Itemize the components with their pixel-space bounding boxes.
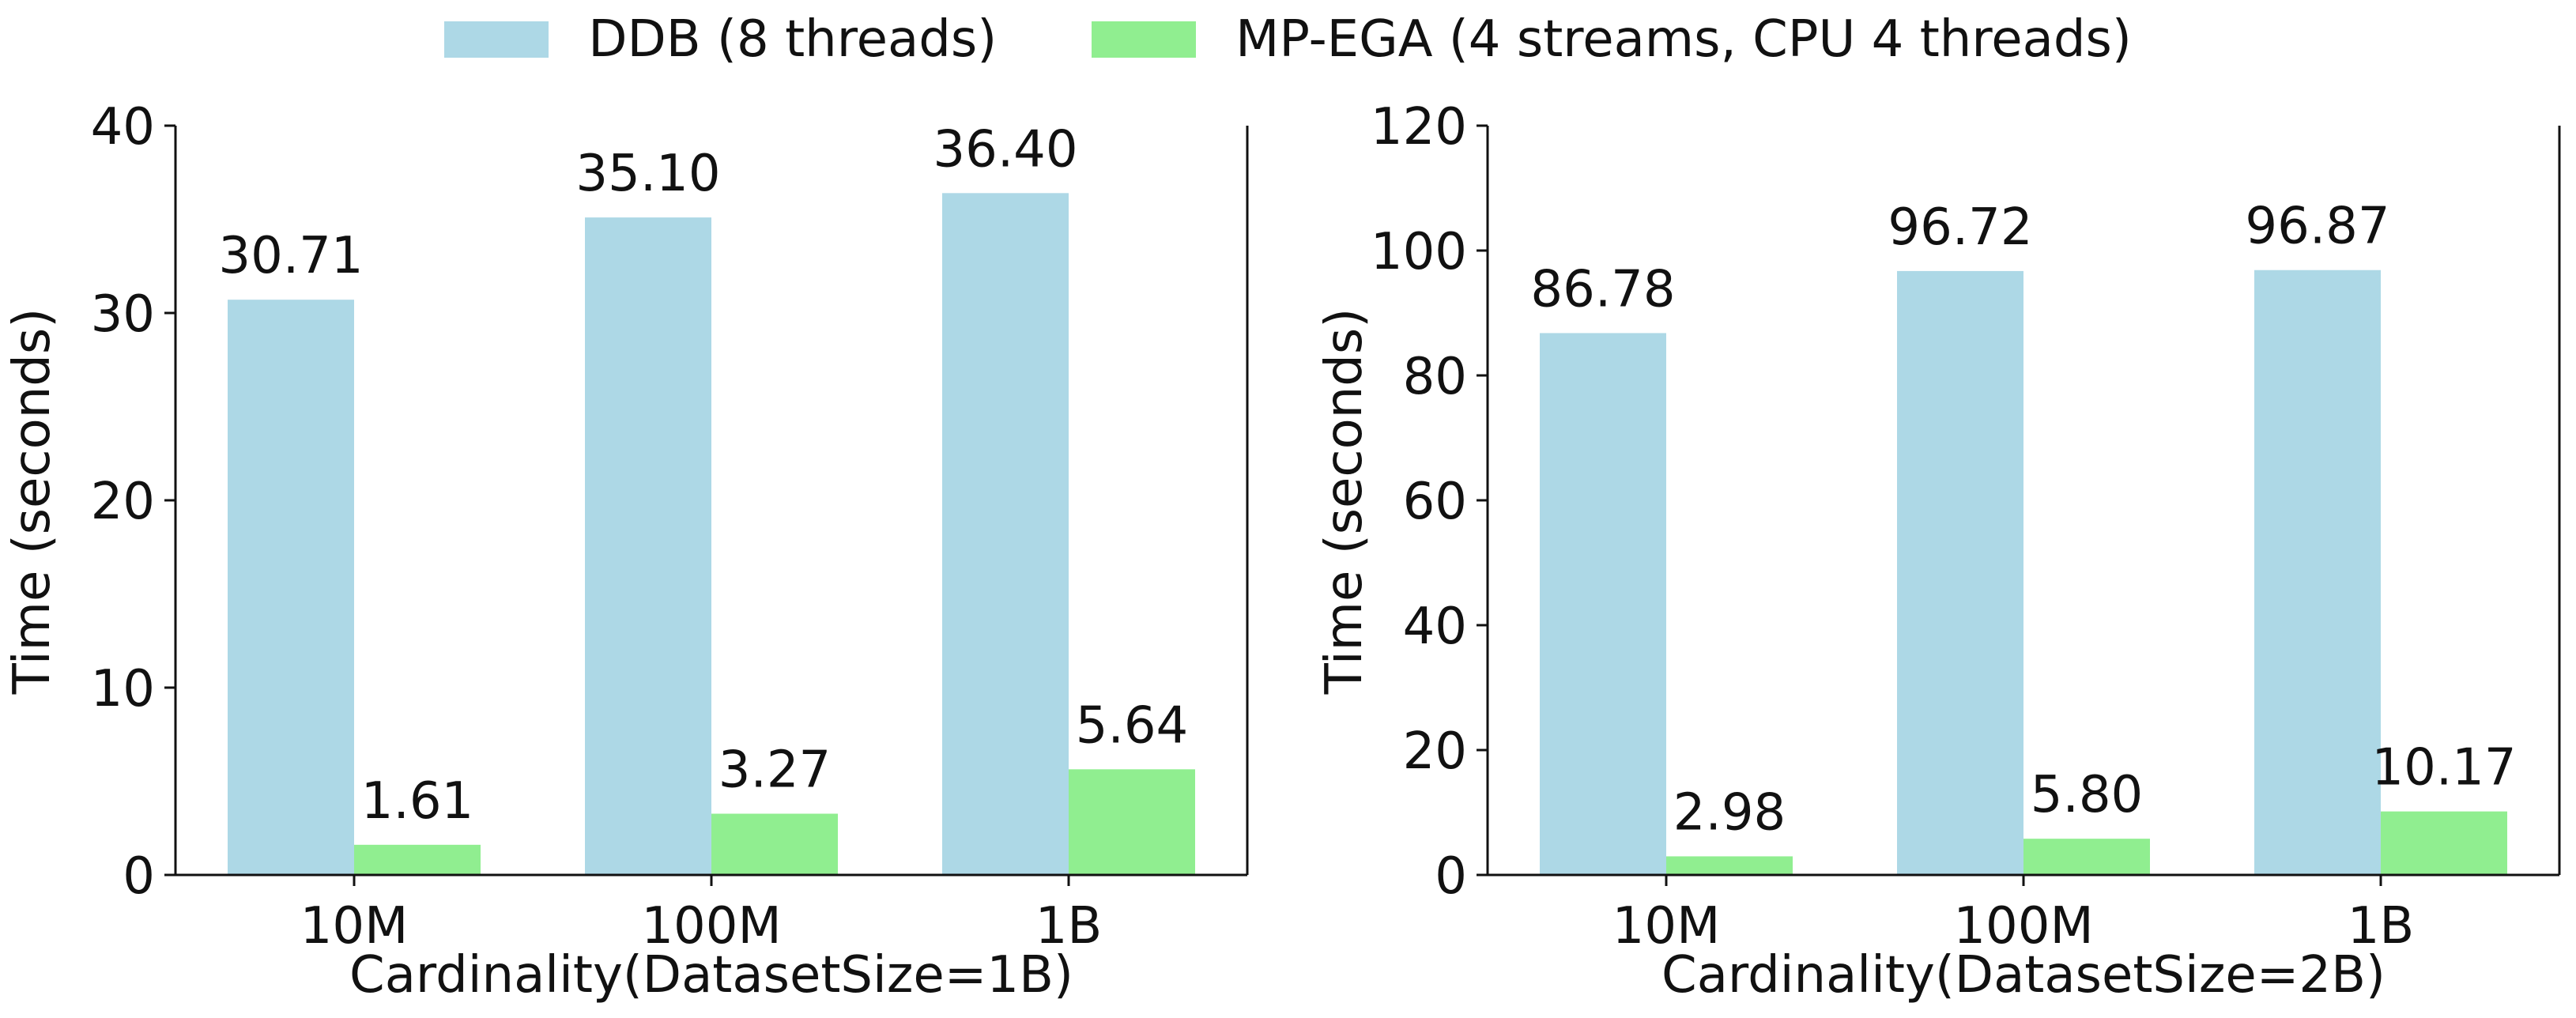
legend-entry-mp-ega: MP-EGA (4 streams, CPU 4 threads) [1092,10,2132,69]
y-tick-label-right-0: 0 [1435,847,1467,906]
bar-right-s0-1B [2254,270,2381,875]
data-label-left-s1-10M: 1.61 [361,772,474,831]
bar-left-s1-1B [1069,769,1195,875]
bar-left-s0-10M [228,300,354,876]
data-label-left-s1-1B: 5.64 [1076,696,1189,755]
bar-right-s1-100M [2023,839,2150,875]
legend: DDB (8 threads) MP-EGA (4 streams, CPU 4… [0,0,2576,79]
bar-right-s1-10M [1666,856,1793,875]
data-label-right-s1-100M: 5.80 [2031,766,2144,824]
bar-left-s1-10M [354,844,481,875]
y-tick-label-left-40: 40 [91,98,155,156]
chart-left: Time (seconds) Cardinality(DatasetSize=1… [3,98,1249,1005]
y-tick-label-right-100: 100 [1371,223,1467,281]
legend-label-mp-ega: MP-EGA (4 streams, CPU 4 threads) [1235,10,2132,69]
bar-right-s0-10M [1540,333,1666,875]
bar-left-s1-100M [711,813,838,875]
y-tick-label-right-40: 40 [1403,598,1467,656]
bar-right-s1-1B [2381,811,2507,875]
x-tick-label-left-1B: 1B [1035,897,1103,956]
chart-right-xlabel: Cardinality(DatasetSize=2B) [1661,946,2386,1005]
chart-right-ylabel: Time (seconds) [1315,308,1374,696]
data-label-right-s0-100M: 96.72 [1888,198,2032,257]
y-tick-label-right-120: 120 [1371,98,1467,156]
data-label-right-s1-1B: 10.17 [2371,739,2516,797]
chart-right: Time (seconds) Cardinality(DatasetSize=2… [1315,98,2561,1005]
chart-left-ylabel: Time (seconds) [3,308,62,696]
x-tick-label-right-1B: 1B [2348,897,2415,956]
y-tick-label-right-20: 20 [1403,722,1467,781]
data-label-left-s0-100M: 35.10 [575,145,720,203]
data-label-left-s1-100M: 3.27 [718,741,832,800]
legend-swatch-mp-ega [1092,21,1197,58]
data-label-left-s0-10M: 30.71 [218,227,363,285]
y-tick-label-right-80: 80 [1403,348,1467,406]
data-label-right-s0-1B: 96.87 [2245,198,2389,256]
bar-right-s0-100M [1897,270,2023,875]
y-tick-label-left-10: 10 [91,660,155,718]
y-tick-label-right-60: 60 [1403,473,1467,531]
y-tick-label-left-0: 0 [123,847,155,906]
data-label-right-s0-10M: 86.78 [1530,260,1675,319]
x-tick-label-right-10M: 10M [1612,897,1721,956]
legend-entry-ddb: DDB (8 threads) [444,10,997,69]
data-label-left-s0-1B: 36.40 [933,120,1077,179]
legend-label-ddb: DDB (8 threads) [588,10,998,69]
x-tick-label-right-100M: 100M [1953,897,2093,956]
bar-left-s0-100M [585,217,711,875]
data-label-right-s1-10M: 2.98 [1673,783,1786,842]
x-tick-label-left-10M: 10M [300,897,409,956]
chart-left-xlabel: Cardinality(DatasetSize=1B) [349,946,1073,1005]
x-tick-label-left-100M: 100M [641,897,781,956]
y-tick-label-left-20: 20 [91,473,155,531]
bar-left-s0-1B [942,193,1069,875]
legend-swatch-ddb [444,21,549,58]
y-tick-label-left-30: 30 [91,285,155,344]
